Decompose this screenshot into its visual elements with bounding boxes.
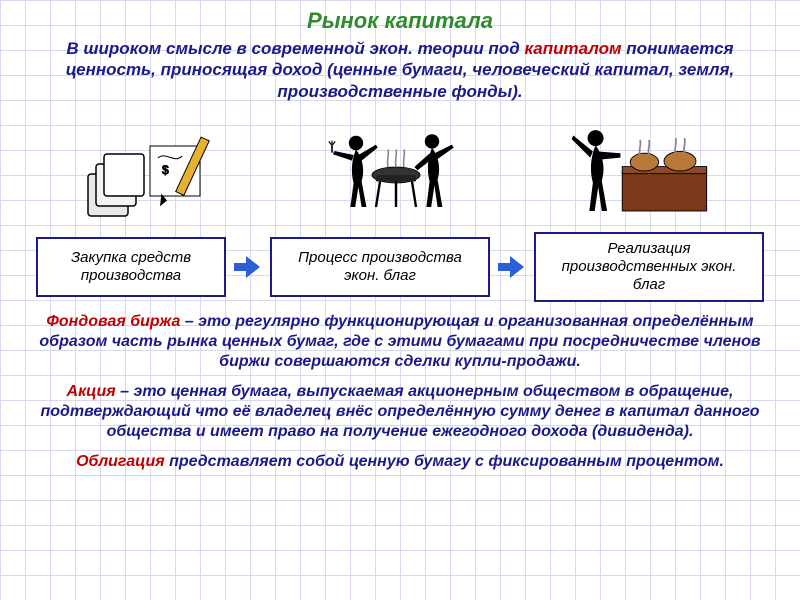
illustration-row: $ xyxy=(0,102,800,232)
market-stall-icon xyxy=(560,116,720,226)
arrow-icon xyxy=(234,256,262,278)
flow-box-3: Реализация производственных экон. благ xyxy=(534,232,764,302)
page-title: Рынок капитала xyxy=(0,0,800,34)
definition-2: Акция – это ценная бумага, выпускаемая а… xyxy=(28,382,772,442)
definitions: Фондовая биржа – это регулярно функциони… xyxy=(0,302,800,472)
flow-row: Закупка средств производства Процесс про… xyxy=(0,232,800,302)
def-term: Акция xyxy=(67,383,116,400)
def-text: представляет собой ценную бумагу с фикси… xyxy=(165,453,724,470)
arrow-icon xyxy=(498,256,526,278)
flow-box-2: Процесс производства экон. благ xyxy=(270,237,490,297)
intro-paragraph: В широком смысле в современной экон. тео… xyxy=(0,34,800,102)
grilling-figures-icon xyxy=(320,116,480,226)
def-term: Облигация xyxy=(76,453,165,470)
flow-box-1: Закупка средств производства xyxy=(36,237,226,297)
def-text: – это ценная бумага, выпускаемая акционе… xyxy=(40,383,759,440)
def-term: Фондовая биржа xyxy=(46,313,180,330)
definition-3: Облигация представляет собой ценную бума… xyxy=(28,452,772,472)
definition-1: Фондовая биржа – это регулярно функциони… xyxy=(28,312,772,372)
svg-text:$: $ xyxy=(162,163,169,177)
intro-term: капиталом xyxy=(524,39,621,58)
papers-pencil-icon: $ xyxy=(80,116,240,226)
intro-pre: В широком смысле в современной экон. тео… xyxy=(66,39,524,58)
